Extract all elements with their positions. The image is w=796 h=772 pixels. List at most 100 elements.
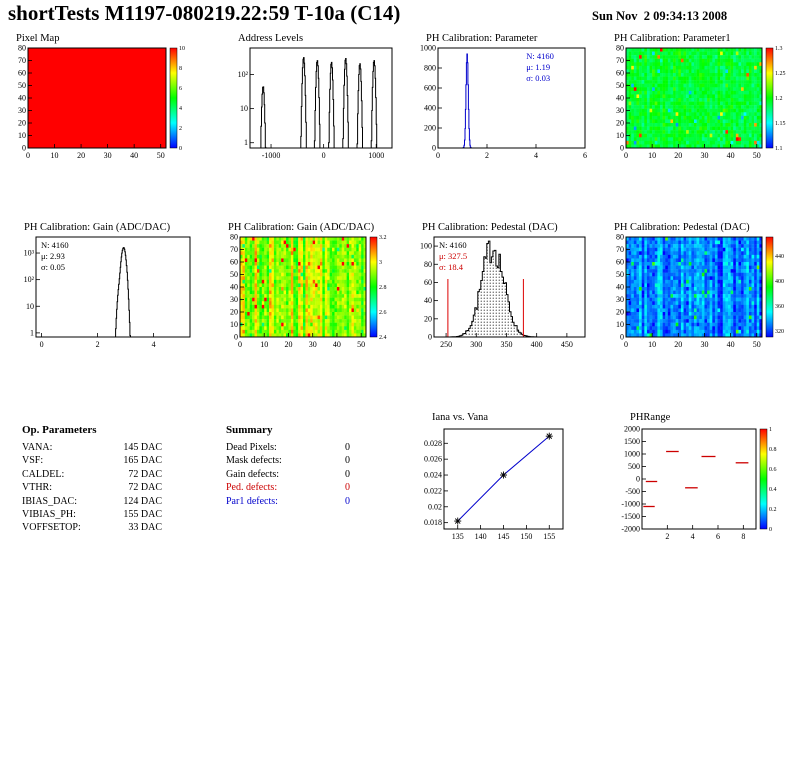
summary-row: Par1 defects: 0 [226, 495, 350, 508]
gain-map-chart: 0 10 20 30 40 50 0 10 20 30 40 50 60 70 80 2.4 2.6 2.8 3 3.… [230, 233, 387, 350]
svg-text:70: 70 [18, 56, 26, 65]
svg-text:30: 30 [309, 340, 317, 349]
svg-text:2: 2 [96, 340, 100, 349]
svg-text:0.02: 0.02 [428, 502, 442, 511]
svg-text:20: 20 [230, 308, 238, 317]
panel-ph-parameter1-map: PH Calibration: Parameter1 0 10 20 30 40 50 0 1… [606, 33, 796, 163]
summary-value: 0 [345, 495, 350, 507]
summary-value: 0 [345, 442, 350, 453]
summary-row: Mask defects: 0 [226, 454, 350, 467]
svg-text:80: 80 [424, 260, 432, 269]
summary-panel: Summary Dead Pixels: 0 Mask defects: 0 Gai… [226, 424, 350, 508]
svg-text:0: 0 [769, 527, 772, 533]
svg-text:10³: 10³ [24, 249, 35, 258]
op-param-row: VSF: 165 DAC [22, 454, 162, 467]
svg-text:2: 2 [179, 126, 182, 132]
svg-text:10: 10 [230, 320, 238, 329]
svg-text:50: 50 [18, 81, 26, 90]
svg-text:4: 4 [152, 340, 156, 349]
svg-text:320: 320 [775, 329, 784, 335]
svg-text:10: 10 [51, 151, 59, 160]
svg-text:50: 50 [230, 270, 238, 279]
summary-row: Ped. defects: 0 [226, 481, 350, 494]
svg-text:0.026: 0.026 [424, 455, 442, 464]
panel-address-levels: Address Levels -1000 0 1000 1 10 10² [220, 33, 400, 163]
svg-text:10²: 10² [24, 275, 35, 284]
chart-title: PH Calibration: Pedestal (DAC) [422, 222, 558, 233]
svg-text:4: 4 [179, 106, 182, 112]
svg-text:0.6: 0.6 [769, 467, 777, 473]
svg-text:400: 400 [775, 279, 784, 285]
timestamp: Sun Nov 2 09:34:13 2008 [592, 9, 728, 23]
svg-text:80: 80 [18, 44, 26, 53]
svg-text:0: 0 [432, 144, 436, 153]
svg-text:0.2: 0.2 [769, 507, 777, 513]
svg-text:70: 70 [230, 245, 238, 254]
svg-text:0: 0 [234, 333, 238, 342]
svg-text:10: 10 [616, 131, 624, 140]
svg-text:2000: 2000 [624, 425, 640, 434]
svg-text:800: 800 [424, 64, 436, 73]
svg-text:-1500: -1500 [621, 512, 640, 521]
svg-text:N: 4160: N: 4160 [41, 240, 69, 250]
op-param-value: 165 DAC [123, 455, 162, 467]
svg-text:3.2: 3.2 [379, 235, 387, 241]
svg-text:100: 100 [420, 242, 432, 251]
svg-text:1: 1 [30, 328, 34, 337]
svg-text:1000: 1000 [420, 44, 436, 53]
svg-text:0.022: 0.022 [424, 486, 442, 495]
svg-text:40: 40 [130, 151, 138, 160]
svg-text:1.25: 1.25 [775, 71, 786, 77]
chart-title: PH Calibration: Gain (ADC/DAC) [24, 222, 171, 233]
svg-text:1.1: 1.1 [775, 146, 783, 152]
svg-text:0: 0 [636, 475, 640, 484]
svg-text:0: 0 [322, 151, 326, 160]
op-param-value: 72 DAC [128, 468, 162, 480]
svg-text:2.8: 2.8 [379, 285, 387, 291]
op-param-label: IBIAS_DAC: [22, 495, 78, 507]
svg-text:0: 0 [179, 146, 182, 152]
svg-text:10: 10 [616, 320, 624, 329]
svg-text:140: 140 [475, 532, 487, 541]
op-param-value: 72 DAC [128, 482, 162, 494]
svg-text:10: 10 [648, 151, 656, 160]
svg-text:1000: 1000 [368, 151, 384, 160]
svg-text:40: 40 [727, 151, 735, 160]
op-param-label: CALDEL: [22, 468, 65, 480]
svg-text:80: 80 [616, 44, 624, 53]
svg-text:10: 10 [260, 340, 268, 349]
svg-text:8: 8 [179, 66, 182, 72]
svg-text:0.4: 0.4 [769, 487, 777, 493]
pedestal-map-chart: 0 10 20 30 40 50 0 10 20 30 40 50 60 70 80 320 360 400 440 [616, 233, 784, 350]
op-param-row: VIBIAS_PH: 155 DAC [22, 508, 162, 521]
summary-label: Ped. defects: [226, 482, 278, 494]
svg-text:σ: 0.05: σ: 0.05 [41, 262, 65, 272]
svg-text:80: 80 [230, 233, 238, 242]
op-param-label: VANA: [22, 442, 53, 453]
svg-text:50: 50 [753, 340, 761, 349]
svg-text:60: 60 [230, 258, 238, 267]
svg-text:30: 30 [230, 295, 238, 304]
svg-text:1.2: 1.2 [775, 96, 783, 102]
svg-text:-2000: -2000 [621, 525, 640, 534]
svg-text:0: 0 [620, 144, 624, 153]
svg-text:40: 40 [616, 94, 624, 103]
svg-text:0: 0 [624, 151, 628, 160]
svg-text:0: 0 [620, 333, 624, 342]
svg-text:200: 200 [424, 124, 436, 133]
op-parameters-title: Op. Parameters [22, 424, 97, 436]
svg-text:0.018: 0.018 [424, 518, 442, 527]
summary-label: Mask defects: [226, 455, 282, 467]
svg-text:350: 350 [500, 340, 512, 349]
svg-text:600: 600 [424, 84, 436, 93]
svg-text:50: 50 [157, 151, 165, 160]
svg-text:1000: 1000 [624, 450, 640, 459]
svg-text:40: 40 [727, 340, 735, 349]
op-param-value: 155 DAC [123, 509, 162, 521]
svg-text:0: 0 [26, 151, 30, 160]
iana-vs-vana-chart: 135 140 145 150 155 0.018 0.02 0.022 0.024 0.026 0… [424, 428, 564, 541]
svg-text:30: 30 [616, 106, 624, 115]
